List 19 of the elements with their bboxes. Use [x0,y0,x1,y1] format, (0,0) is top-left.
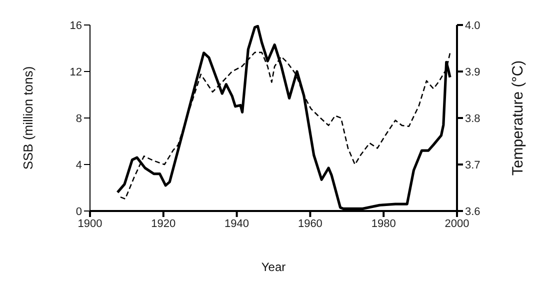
x-tick-label: 2000 [444,218,470,230]
y2-tick-label: 3.7 [465,159,480,172]
y-axis-title: SSB (million tons) [20,66,36,170]
x-tick-label: 1960 [298,218,322,230]
y-tick-label: 12 [70,66,82,78]
x-tick-label: 1980 [371,218,396,230]
x-axis-title: Year [261,260,286,274]
y-tick-label: 4 [76,159,82,172]
y2-tick-label: 4.0 [465,20,480,32]
y2-tick-label: 3.6 [465,206,480,218]
x-tick-label: 1900 [78,218,102,230]
y-tick-label: 0 [76,206,82,218]
y2-axis-title: Temperature (°C) [509,60,526,176]
x-tick-label: 1940 [224,218,250,230]
x-tick-label: 1920 [151,218,176,230]
y2-tick-label: 3.9 [465,66,480,78]
y-tick-label: 16 [70,20,82,32]
y2-tick-label: 3.8 [465,112,480,125]
y-tick-label: 8 [76,112,82,125]
